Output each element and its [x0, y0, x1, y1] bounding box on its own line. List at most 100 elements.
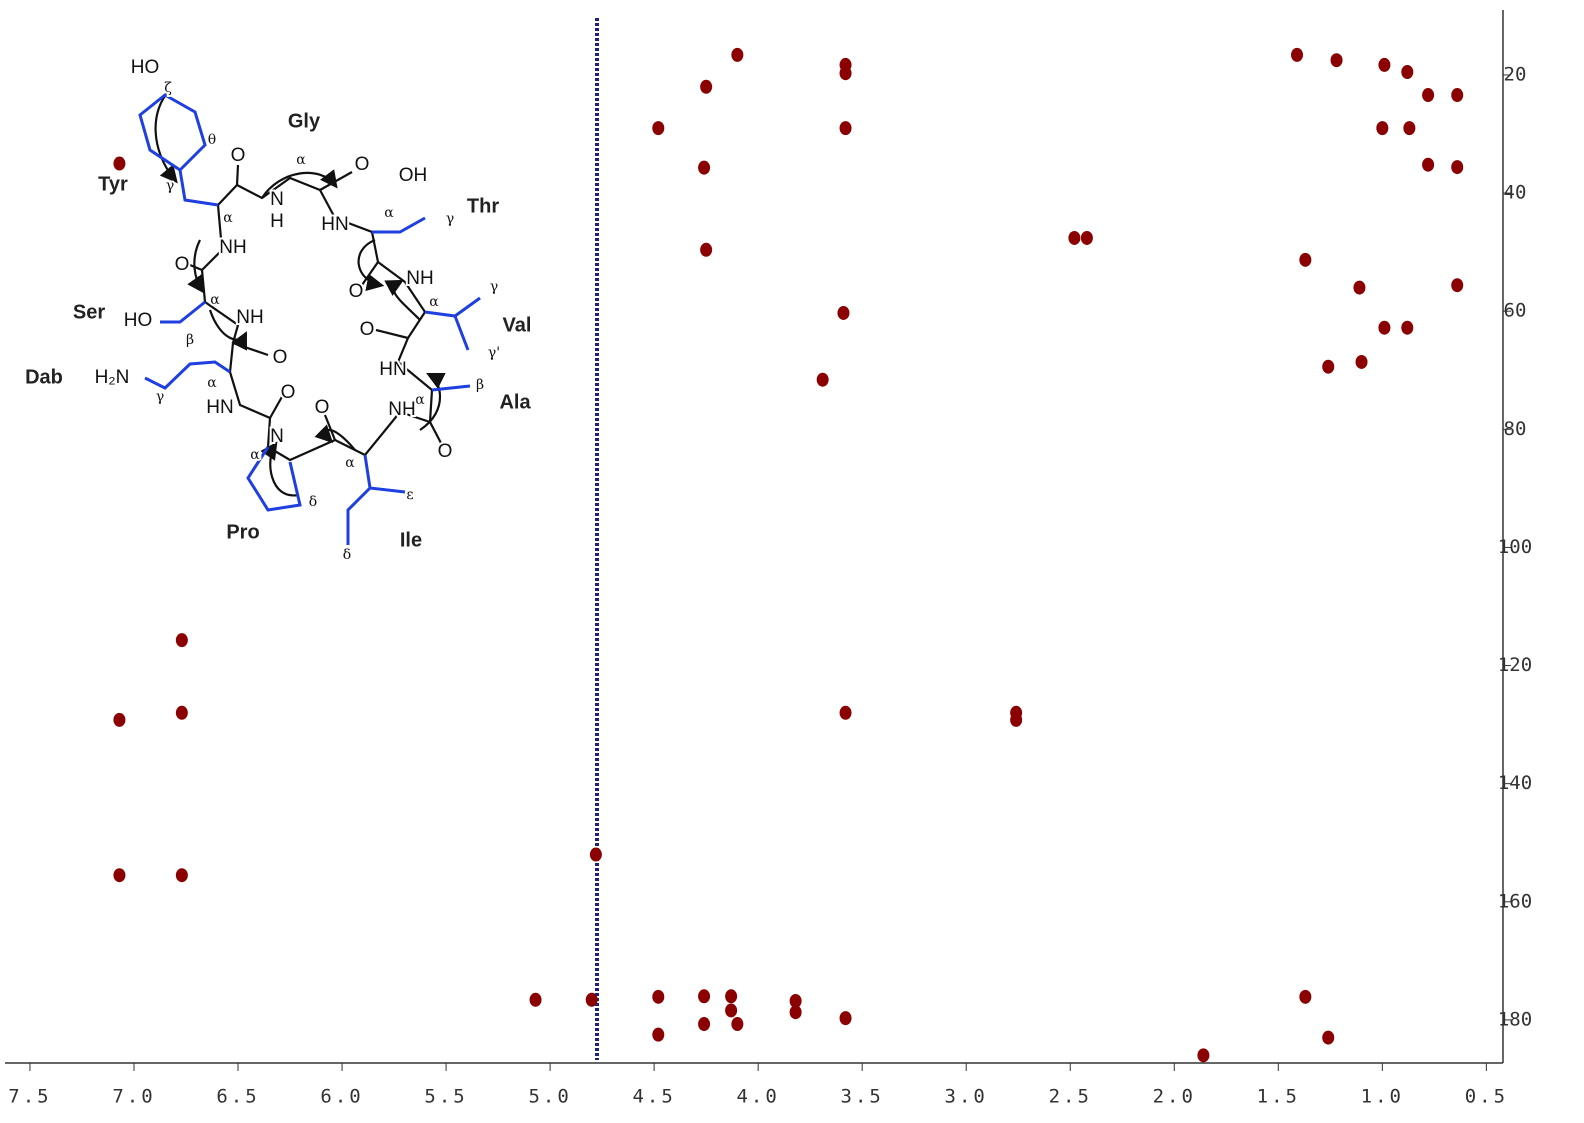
x-tick-label: 3.0	[945, 1086, 988, 1108]
atom-label: HN	[379, 359, 406, 380]
x-tick-label: 2.5	[1049, 1086, 1092, 1108]
peak	[1451, 88, 1464, 103]
atom-label: O	[273, 347, 288, 368]
peak	[1422, 88, 1435, 103]
peak	[175, 868, 188, 883]
peak	[789, 1005, 802, 1020]
atom-label: α	[250, 447, 260, 463]
atom-label: δ	[309, 494, 317, 510]
peak	[1376, 121, 1389, 136]
peak	[1355, 354, 1368, 369]
peak	[816, 372, 829, 387]
peak	[698, 989, 711, 1004]
atom-label: δ	[343, 547, 351, 563]
peak	[1422, 157, 1435, 172]
residue-label: Ala	[499, 391, 531, 413]
atom-label: γ	[156, 389, 164, 405]
atom-label: α	[207, 375, 217, 391]
atom-label: O	[355, 154, 370, 175]
atom-label: α	[223, 210, 233, 226]
x-tick-label: 6.5	[216, 1086, 259, 1108]
atom-label: HN	[321, 214, 348, 235]
y-tick-label: 120	[1498, 654, 1532, 676]
peak	[839, 1011, 852, 1026]
residue-label: Pro	[226, 521, 259, 543]
peak	[731, 47, 744, 62]
atom-label: O	[315, 397, 330, 418]
atom-label: NH	[236, 307, 263, 328]
peak	[652, 989, 665, 1004]
atom-label: α	[415, 392, 425, 408]
peak	[1403, 121, 1416, 136]
atom-label: ε	[406, 487, 413, 503]
peak	[698, 1017, 711, 1032]
peak	[700, 79, 713, 94]
peak	[113, 712, 126, 727]
atom-label: β	[476, 377, 484, 393]
y-tick-label: 80	[1504, 418, 1527, 440]
residue-label: Ile	[400, 529, 422, 551]
atom-label: γ	[166, 178, 174, 194]
peak	[1353, 280, 1366, 295]
atom-label: O	[175, 254, 190, 275]
atom-label: OH	[399, 165, 428, 186]
atom-label: N	[270, 189, 284, 210]
atom-label: O	[360, 319, 375, 340]
peak	[1291, 47, 1304, 62]
peak	[1299, 252, 1312, 267]
atom-label: γ'	[488, 345, 500, 361]
y-tick-label: 180	[1498, 1008, 1532, 1030]
side-chains	[138, 93, 481, 545]
x-tick-label: 2.0	[1153, 1086, 1196, 1108]
residue-label: Dab	[25, 366, 63, 388]
residue-label: Ser	[73, 301, 105, 323]
peak	[529, 992, 542, 1007]
atom-label: H	[270, 211, 284, 232]
x-tick-label: 7.0	[112, 1086, 155, 1108]
y-tick-label: 100	[1498, 536, 1532, 558]
atom-label: O	[349, 281, 364, 302]
x-tick-label: 3.5	[841, 1086, 884, 1108]
atom-label: α	[210, 292, 220, 308]
y-tick-label: 60	[1504, 300, 1527, 322]
atom-label: α	[384, 205, 394, 221]
peak	[1330, 53, 1343, 68]
atom-label: O	[438, 441, 453, 462]
atom-label: HO	[131, 57, 160, 78]
y-tick-label: 140	[1498, 772, 1532, 794]
peak	[1451, 160, 1464, 175]
y-tick-label: 40	[1504, 182, 1527, 204]
residue-label: Val	[503, 314, 532, 336]
axes: 7.5 7.0 6.5 6.0 5.5 5.0 4.5 4.0 3.5 3.0 2.5 2.0 1.5 1…	[5, 10, 1532, 1108]
peak	[652, 1027, 665, 1042]
x-tick-label: 5.5	[424, 1086, 467, 1108]
peak	[1451, 278, 1464, 293]
peak	[731, 1017, 744, 1032]
x-tick-label: 4.5	[632, 1086, 675, 1108]
atom-label: α	[296, 152, 306, 168]
peak	[839, 121, 852, 136]
x-tick-label: 5.0	[528, 1086, 571, 1108]
peak	[837, 305, 850, 320]
peak	[1068, 230, 1081, 245]
peak	[175, 633, 188, 648]
peak	[700, 242, 713, 257]
atom-label: NH	[219, 237, 246, 258]
peak	[652, 121, 665, 136]
peak	[725, 1003, 738, 1018]
atom-label: β	[186, 332, 194, 348]
peak	[839, 66, 852, 81]
atom-label: H₂N	[95, 367, 130, 388]
atom-label: γ	[490, 279, 498, 295]
atom-label: O	[281, 382, 296, 403]
peaks	[113, 47, 1464, 1063]
x-tick-label: 7.5	[8, 1086, 51, 1108]
peak	[1378, 57, 1391, 72]
atom-label: γ	[446, 211, 454, 227]
atom-label: θ	[208, 132, 216, 148]
residue-labels: Tyr Gly Thr Ser Val Dab Ala Pro Ile	[25, 110, 531, 551]
peak	[1080, 230, 1093, 245]
atom-label: N	[270, 426, 284, 447]
